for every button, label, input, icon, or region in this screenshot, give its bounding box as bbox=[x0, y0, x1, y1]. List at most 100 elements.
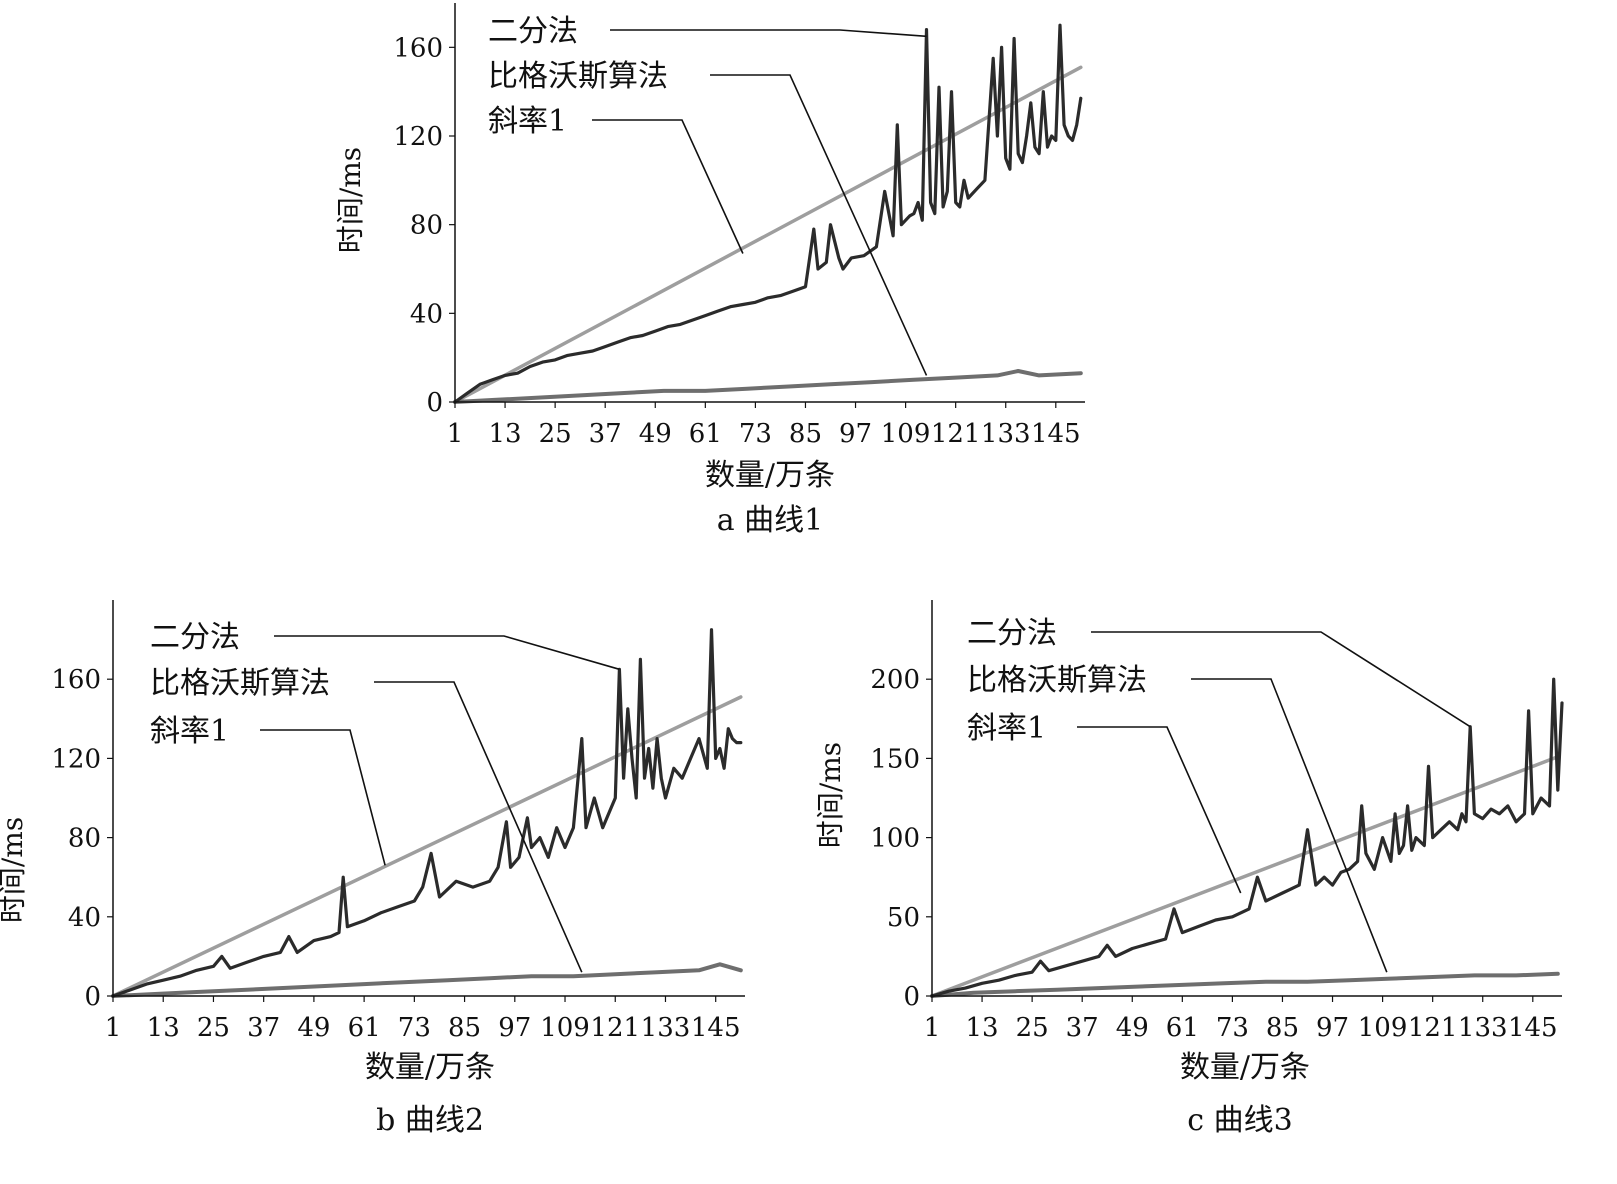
series-line-比格沃斯算法 bbox=[111, 962, 743, 998]
legend-label-比格沃斯算法: 比格沃斯算法 bbox=[150, 666, 330, 701]
x-tick-label: 49 bbox=[1116, 1013, 1149, 1043]
y-tick-label: 40 bbox=[68, 903, 101, 933]
x-tick-label: 145 bbox=[1031, 419, 1081, 449]
x-tick-label: 145 bbox=[691, 1013, 741, 1043]
x-tick-label: 133 bbox=[641, 1013, 691, 1043]
y-tick-label: 200 bbox=[870, 665, 920, 695]
x-axis-label: 数量/万条 bbox=[365, 1050, 495, 1085]
x-tick-label: 121 bbox=[1408, 1013, 1458, 1043]
legend-label-斜率1: 斜率1 bbox=[150, 714, 229, 749]
tick-labels: 1 13 25 37 49 61 73 85 97 109 121 133 145 0 40 80 120 160 bbox=[393, 33, 1080, 449]
tick-labels: 1 13 25 37 49 61 73 85 97 109 121 133 145 0 50 100 150 20… bbox=[870, 665, 1557, 1043]
chart-panel-c: 1 13 25 37 49 61 73 85 97 109 121 133 145 0 50 100 150 20… bbox=[814, 600, 1564, 1138]
x-tick-label: 37 bbox=[589, 419, 622, 449]
y-tick-label: 120 bbox=[393, 122, 443, 152]
x-tick-label: 85 bbox=[789, 419, 822, 449]
leader-line-比格沃斯算法 bbox=[1191, 678, 1388, 973]
axes bbox=[926, 600, 1562, 1002]
y-tick-label: 80 bbox=[68, 824, 101, 854]
y-axis-label: 时间/ms bbox=[334, 147, 367, 253]
x-tick-label: 109 bbox=[881, 419, 931, 449]
x-tick-label: 73 bbox=[739, 419, 772, 449]
chart-panel-b: 1 13 25 37 49 61 73 85 97 109 121 133 145 0 40 80 120 160… bbox=[0, 600, 745, 1138]
x-tick-label: 97 bbox=[498, 1013, 531, 1043]
y-tick-label: 0 bbox=[903, 982, 920, 1012]
y-tick-label: 150 bbox=[870, 744, 920, 774]
series-layer bbox=[930, 677, 1564, 998]
x-tick-label: 133 bbox=[1458, 1013, 1508, 1043]
axes bbox=[449, 3, 1085, 408]
x-tick-label: 145 bbox=[1508, 1013, 1558, 1043]
series-line-比格沃斯算法 bbox=[930, 971, 1560, 998]
x-tick-label: 133 bbox=[981, 419, 1031, 449]
series-line-二分法 bbox=[930, 677, 1564, 998]
legend-label-斜率1: 斜率1 bbox=[967, 711, 1046, 746]
y-tick-label: 160 bbox=[51, 665, 101, 695]
legend-label-二分法: 二分法 bbox=[488, 14, 578, 49]
x-tick-label: 25 bbox=[197, 1013, 230, 1043]
x-tick-label: 13 bbox=[489, 419, 522, 449]
leader-line-二分法 bbox=[610, 29, 927, 38]
x-tick-label: 61 bbox=[348, 1013, 381, 1043]
leader-line-比格沃斯算法 bbox=[710, 74, 928, 376]
y-tick-label: 0 bbox=[84, 982, 101, 1012]
x-tick-label: 109 bbox=[540, 1013, 590, 1043]
series-line-斜率1 bbox=[453, 65, 1083, 404]
legend-callouts: 二分法 比格沃斯算法 斜率1 bbox=[150, 620, 620, 973]
x-tick-label: 49 bbox=[297, 1013, 330, 1043]
x-tick-label: 13 bbox=[966, 1013, 999, 1043]
y-axis-label: 时间/ms bbox=[0, 817, 29, 923]
leader-line-斜率1 bbox=[260, 729, 386, 866]
x-tick-label: 121 bbox=[590, 1013, 640, 1043]
y-axis-label: 时间/ms bbox=[814, 742, 847, 848]
legend-label-斜率1: 斜率1 bbox=[488, 104, 567, 139]
y-tick-label: 40 bbox=[410, 299, 443, 329]
legend-label-比格沃斯算法: 比格沃斯算法 bbox=[967, 663, 1147, 698]
chart-panel-a: 1 13 25 37 49 61 73 85 97 109 121 133 145 0 40 80 120 160… bbox=[334, 3, 1085, 538]
x-tick-label: 61 bbox=[689, 419, 722, 449]
x-tick-label: 1 bbox=[924, 1013, 941, 1043]
x-tick-label: 85 bbox=[448, 1013, 481, 1043]
chart-caption: b 曲线2 bbox=[376, 1103, 484, 1138]
y-tick-label: 50 bbox=[887, 903, 920, 933]
series-line-比格沃斯算法 bbox=[453, 369, 1083, 404]
chart-caption: c 曲线3 bbox=[1187, 1103, 1292, 1138]
legend-label-二分法: 二分法 bbox=[967, 616, 1057, 651]
x-tick-label: 97 bbox=[1316, 1013, 1349, 1043]
legend-label-二分法: 二分法 bbox=[150, 620, 240, 655]
series-line-二分法 bbox=[111, 628, 743, 998]
x-tick-label: 73 bbox=[398, 1013, 431, 1043]
x-tick-label: 1 bbox=[105, 1013, 122, 1043]
chart-caption: a 曲线1 bbox=[717, 503, 824, 538]
y-tick-label: 100 bbox=[870, 824, 920, 854]
x-tick-label: 25 bbox=[539, 419, 572, 449]
y-tick-label: 120 bbox=[51, 744, 101, 774]
x-tick-label: 37 bbox=[247, 1013, 280, 1043]
x-axis-label: 数量/万条 bbox=[1180, 1050, 1310, 1085]
leader-line-斜率1 bbox=[592, 119, 744, 254]
x-tick-label: 73 bbox=[1216, 1013, 1249, 1043]
leader-line-二分法 bbox=[1091, 631, 1471, 728]
y-tick-label: 80 bbox=[410, 211, 443, 241]
x-tick-label: 13 bbox=[147, 1013, 180, 1043]
y-tick-label: 160 bbox=[393, 33, 443, 63]
x-tick-label: 37 bbox=[1066, 1013, 1099, 1043]
x-tick-label: 121 bbox=[931, 419, 981, 449]
legend-callouts: 二分法 比格沃斯算法 斜率1 bbox=[967, 616, 1471, 973]
tick-labels: 1 13 25 37 49 61 73 85 97 109 121 133 145 0 40 80 120 160 bbox=[51, 665, 740, 1043]
series-layer bbox=[111, 628, 743, 998]
legend-callouts: 二分法 比格沃斯算法 斜率1 bbox=[488, 14, 928, 376]
leader-line-斜率1 bbox=[1077, 726, 1242, 894]
x-tick-label: 85 bbox=[1266, 1013, 1299, 1043]
leader-line-比格沃斯算法 bbox=[374, 681, 583, 973]
y-tick-label: 0 bbox=[426, 388, 443, 418]
series-line-斜率1 bbox=[930, 755, 1560, 998]
series-line-二分法 bbox=[453, 23, 1083, 404]
axes bbox=[107, 600, 745, 1002]
x-tick-label: 25 bbox=[1016, 1013, 1049, 1043]
leader-line-二分法 bbox=[274, 635, 620, 671]
series-layer bbox=[453, 23, 1083, 404]
x-tick-label: 49 bbox=[639, 419, 672, 449]
x-axis-label: 数量/万条 bbox=[705, 458, 835, 493]
